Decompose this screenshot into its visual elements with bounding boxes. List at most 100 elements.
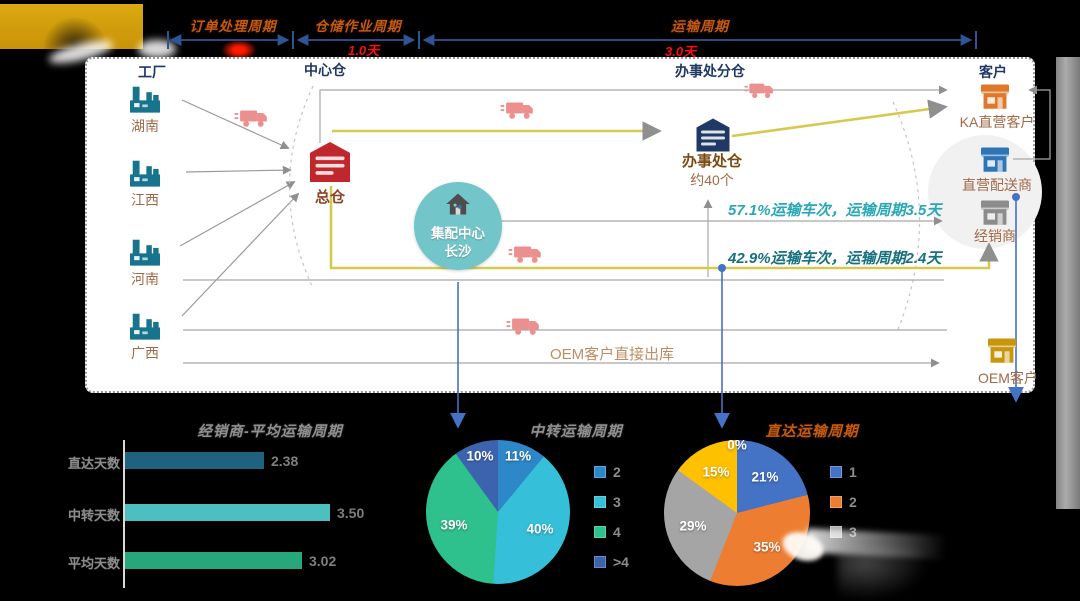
duration-warehouse: 1.0天 <box>348 43 380 58</box>
bar <box>125 504 330 521</box>
gray-routes <box>183 85 1051 368</box>
legend-item: 2 <box>594 464 629 480</box>
truck-icon <box>500 96 534 120</box>
dealer-icon <box>978 198 1012 226</box>
bar-value-label: 3.50 <box>337 505 365 521</box>
legend-label: 2 <box>613 464 621 480</box>
office-warehouse-count: 约40个 <box>690 172 734 188</box>
direct-route-note: 42.9%运输车次，运输周期2.4天 <box>728 250 942 267</box>
legend-item: 1 <box>830 464 857 480</box>
transfer-pie-chart <box>426 440 570 584</box>
legend-swatch <box>594 466 606 478</box>
legend-label: >4 <box>613 554 629 570</box>
house-icon <box>444 192 472 216</box>
factory-label: 广西 <box>131 345 159 361</box>
factory-label: 河南 <box>131 271 159 287</box>
bar-chart-axis <box>123 440 125 588</box>
legend-label: 2 <box>849 494 857 510</box>
right-edge-strip <box>1056 57 1080 509</box>
bar-value-label: 2.38 <box>271 453 299 469</box>
pie-slice-label: 35% <box>753 539 781 555</box>
bar-category-label: 平均天数 <box>67 556 120 571</box>
company-logo <box>0 4 143 50</box>
main-warehouse-label: 总仓 <box>314 189 345 206</box>
legend-item: 2 <box>830 494 857 510</box>
phase-label-order: 订单处理周期 <box>189 19 277 34</box>
pie-slice-label: 29% <box>679 518 707 534</box>
factory-icon <box>128 158 162 188</box>
column-header-center-warehouse: 中心仓 <box>304 62 346 78</box>
office-warehouse-icon <box>695 118 731 152</box>
distribution-center-city: 长沙 <box>444 244 472 259</box>
oem-customer-icon <box>985 336 1019 364</box>
truck-icon <box>234 104 268 128</box>
direct-pie-title: 直达运输周期 <box>765 424 859 440</box>
legend-swatch <box>594 556 606 568</box>
dashed-arcs <box>289 85 921 333</box>
direct-pie-chart <box>664 440 810 586</box>
timeline-arrows <box>167 31 977 49</box>
legend-item: 3 <box>594 494 629 510</box>
customer-highlight-circle <box>928 135 1042 249</box>
legend-swatch <box>830 496 842 508</box>
legend-label: 4 <box>613 524 621 540</box>
office-warehouse-label: 办事处仓 <box>681 153 742 170</box>
truck-icon <box>744 78 774 99</box>
pie-slice-label: 40% <box>526 521 554 537</box>
dealer-label: 经销商 <box>974 228 1016 244</box>
legend-label: 3 <box>613 494 621 510</box>
bar <box>125 552 302 569</box>
connector-dot <box>1012 193 1020 201</box>
factory-label: 江西 <box>131 192 159 208</box>
blur-smudge <box>138 40 176 58</box>
direct-distributor-label: 直营配送商 <box>962 177 1032 193</box>
connector-dot <box>718 264 726 272</box>
legend-label: 1 <box>849 464 857 480</box>
column-header-customer: 客户 <box>979 64 1007 80</box>
legend-swatch <box>594 496 606 508</box>
bar-chart-title: 经销商-平均运输周期 <box>197 424 343 440</box>
duration-transport: 3.0天 <box>665 44 697 59</box>
phase-label-transport: 运输周期 <box>671 19 729 34</box>
oem-customer-label: OEM客户 <box>978 370 1038 386</box>
pie-slice-label: 11% <box>504 448 532 464</box>
truck-icon <box>506 312 540 336</box>
factory-icon <box>128 84 162 114</box>
oem-route-note: OEM客户直接出库 <box>550 346 675 363</box>
bar-category-label: 中转天数 <box>67 508 120 523</box>
main-warehouse-icon <box>308 142 352 182</box>
legend-item: 4 <box>594 524 629 540</box>
phase-label-warehouse: 仓储作业周期 <box>314 19 402 34</box>
pie-slice-label: 39% <box>440 517 468 533</box>
legend-item: >4 <box>594 554 629 570</box>
transfer-pie-title: 中转运输周期 <box>529 424 623 440</box>
pie-slice-label: 10% <box>466 448 494 464</box>
transfer-route-note: 57.1%运输车次，运输周期3.5天 <box>728 202 942 219</box>
direct-distributor-icon <box>978 145 1012 173</box>
transfer-pie-legend: 2 3 4 >4 <box>594 464 629 584</box>
bar-category-label: 直达天数 <box>67 456 120 471</box>
factory-label: 湖南 <box>131 118 159 134</box>
pie-slice-label: 0% <box>727 437 747 453</box>
truck-icon <box>508 240 542 264</box>
factory-converge-lines <box>179 99 300 317</box>
pie-slice-label: 21% <box>751 469 779 485</box>
factory-icon <box>128 237 162 267</box>
column-header-office-warehouse: 办事处分仓 <box>675 63 745 79</box>
bar <box>125 452 264 469</box>
distribution-center: 集配中心 长沙 <box>414 182 502 270</box>
pie-slice-label: 15% <box>702 464 730 480</box>
ka-customer-label: KA直营客户 <box>959 114 1035 130</box>
ka-customer-icon <box>978 82 1012 110</box>
column-header-factory: 工厂 <box>138 64 166 80</box>
yellow-routes <box>329 99 999 270</box>
bar-value-label: 3.02 <box>309 553 337 569</box>
distribution-center-name: 集配中心 <box>431 226 485 241</box>
watermark-smudge <box>838 548 928 600</box>
legend-swatch <box>830 466 842 478</box>
blue-connectors <box>450 198 1024 429</box>
factory-icon <box>128 311 162 341</box>
legend-swatch <box>594 526 606 538</box>
